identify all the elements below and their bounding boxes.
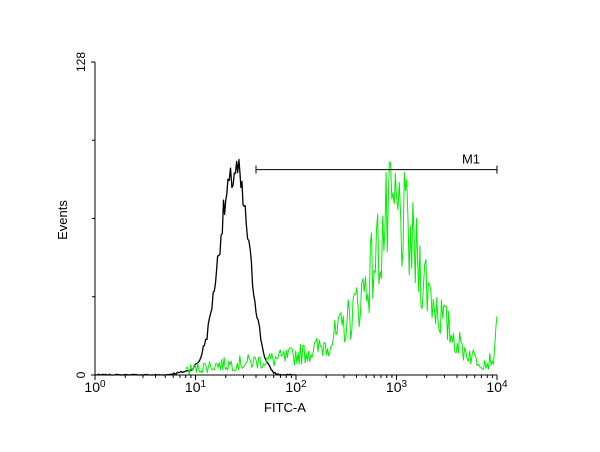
x-tick-label-2: 102: [285, 379, 307, 395]
gate-m1-label: M1: [462, 152, 480, 167]
x-tick-label-1: 101: [185, 379, 207, 395]
y-axis-title: Events: [55, 200, 70, 240]
tick-layer: 100 101 102 103 104 0 128: [74, 52, 508, 395]
series-line-0: [94, 158, 296, 376]
series-layer: [94, 158, 498, 376]
x-tick-label-0: 100: [84, 379, 106, 395]
gate-layer: M1: [255, 152, 498, 174]
x-tick-label-3: 103: [386, 379, 408, 395]
series-line-1: [185, 161, 498, 375]
x-axis-title: FITC-A: [264, 400, 306, 415]
y-tick-label-1: 128: [74, 52, 88, 72]
x-tick-label-4: 104: [486, 379, 508, 395]
y-tick-label-0: 0: [74, 371, 88, 378]
